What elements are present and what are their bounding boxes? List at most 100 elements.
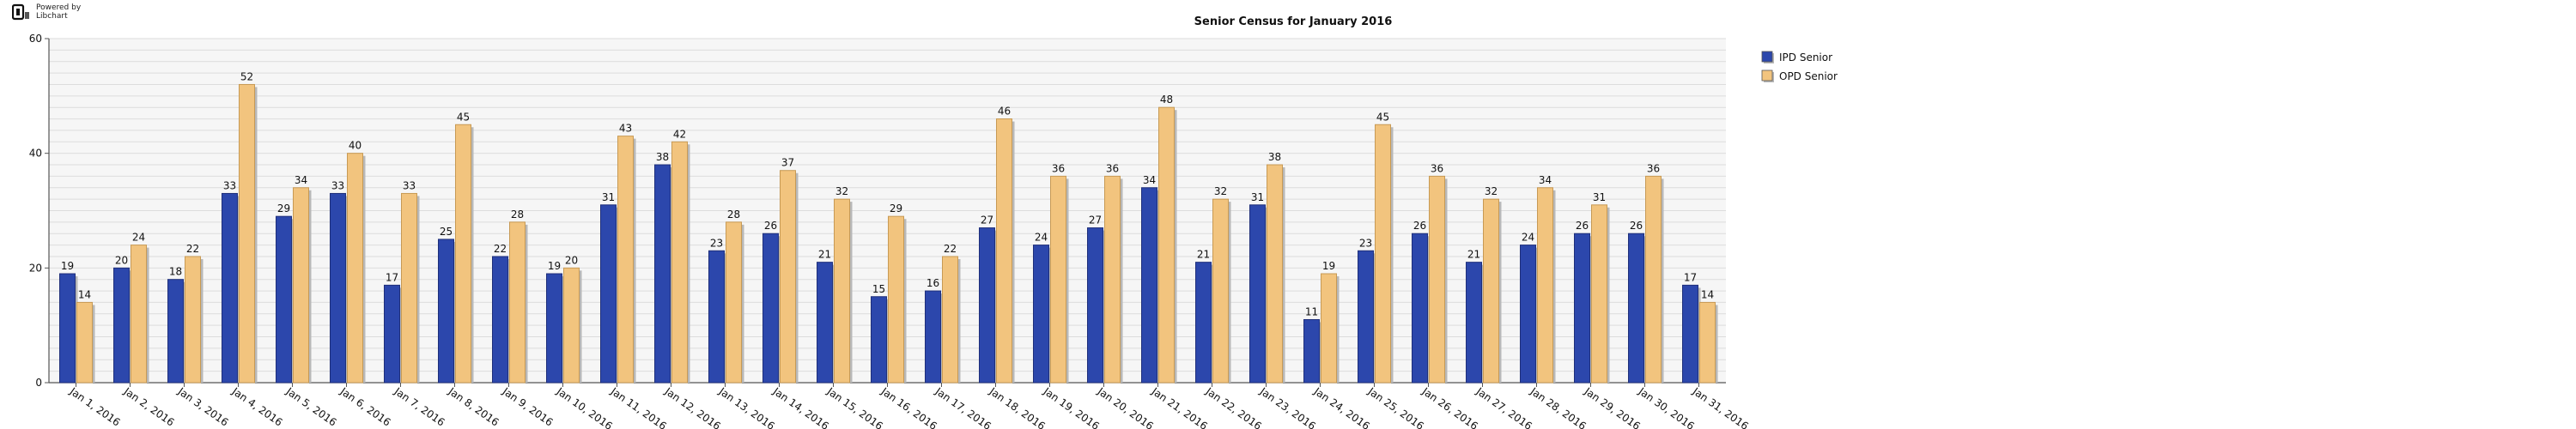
bar [979,227,995,384]
bar [996,118,1012,384]
x-tick-label: Jan 28, 2016 [1528,384,1589,429]
data-label: 31 [1593,191,1606,203]
data-label: 21 [1197,249,1210,261]
data-label: 23 [1359,237,1372,249]
data-label: 36 [1647,162,1660,174]
bar [59,273,76,384]
data-label: 19 [1322,260,1335,272]
bar [455,124,471,384]
data-label: 11 [1305,305,1318,317]
bar [563,267,580,384]
x-tick-label: Jan 21, 2016 [1149,384,1210,429]
data-label: 26 [1630,220,1643,232]
data-label: 22 [494,243,507,255]
legend-swatch [1761,51,1773,63]
bar [1249,204,1266,384]
y-tick-label: 20 [29,262,42,274]
bar [1212,198,1229,384]
data-label: 26 [1413,220,1426,232]
bar [1537,187,1553,384]
bar [222,192,238,384]
x-tick-label: Jan 12, 2016 [662,384,723,429]
data-label: 42 [673,128,686,140]
data-label: 17 [1684,271,1697,283]
bar [871,296,887,384]
data-label: 24 [1522,232,1534,244]
x-tick-label: Jan 7, 2016 [392,384,447,428]
bar [1195,262,1212,384]
bar [347,153,363,384]
data-label: 25 [440,226,453,238]
data-label: 22 [944,243,957,255]
x-tick-label: Jan 18, 2016 [987,384,1048,429]
bar [1033,245,1049,384]
data-label: 27 [981,214,993,227]
data-label: 24 [1035,232,1048,244]
legend-label: IPD Senior [1779,51,1832,63]
y-tick-label: 0 [35,377,42,389]
data-label: 36 [1106,162,1119,174]
bar [239,83,255,384]
x-tick-label: Jan 31, 2016 [1690,384,1751,429]
bar [1267,164,1283,384]
bar [726,221,742,384]
x-tick-label: Jan 30, 2016 [1636,384,1697,429]
powered-by-badge: Powered by Libchart [12,3,81,21]
data-label: 28 [727,208,740,221]
data-label: 26 [1576,220,1589,232]
bar [1104,175,1121,384]
bar [1645,175,1662,384]
data-label: 34 [1143,174,1156,186]
data-label: 26 [764,220,777,232]
x-tick-label: Jan 27, 2016 [1473,384,1534,429]
x-tick-label: Jan 4, 2016 [229,384,285,428]
x-tick-label: Jan 16, 2016 [878,384,939,429]
chart-title: Senior Census for January 2016 [1194,15,1393,28]
bar [1087,227,1103,384]
data-label: 32 [835,185,848,197]
bar [1483,198,1499,384]
data-label: 36 [1052,162,1065,174]
plot-area: 0 20 40 60 Jan 1, 2016 19 14 Jan 2, 2016 20 24 Jan… [29,33,1751,429]
data-label: 43 [619,123,632,135]
x-tick-label: Jan 1, 2016 [67,384,123,428]
bar [942,256,958,384]
data-label: 34 [295,174,307,186]
data-label: 14 [1701,288,1714,300]
data-label: 31 [602,191,615,203]
bar [438,239,454,384]
data-label: 28 [511,208,524,221]
data-label: 38 [1268,151,1281,163]
data-label: 22 [186,243,199,255]
bar [76,301,93,384]
bar [1412,233,1428,384]
data-label: 36 [1431,162,1443,174]
bar [113,267,130,384]
bar [384,284,400,384]
bar [276,215,292,384]
bar [888,215,904,384]
x-tick-label: Jan 5, 2016 [283,384,339,428]
data-label: 45 [1376,111,1389,123]
bar [1699,301,1716,384]
data-label: 19 [61,260,74,272]
bar [1466,262,1482,384]
powered-by-label: Powered by [36,3,82,12]
bar [780,170,796,384]
bar [834,198,850,384]
x-tick-label: Jan 14, 2016 [770,384,831,429]
bar [509,221,526,384]
bar [1358,250,1374,384]
bar [1429,175,1445,384]
data-label: 20 [565,254,578,266]
data-label: 21 [818,249,831,261]
bar [1591,204,1607,384]
data-label: 18 [169,266,182,278]
x-tick-label: Jan 26, 2016 [1419,384,1480,429]
x-tick-label: Jan 3, 2016 [175,384,231,428]
x-tick-label: Jan 13, 2016 [716,384,777,429]
bar [185,256,201,384]
legend-swatch [1761,69,1773,82]
x-tick-label: Jan 11, 2016 [608,384,669,429]
